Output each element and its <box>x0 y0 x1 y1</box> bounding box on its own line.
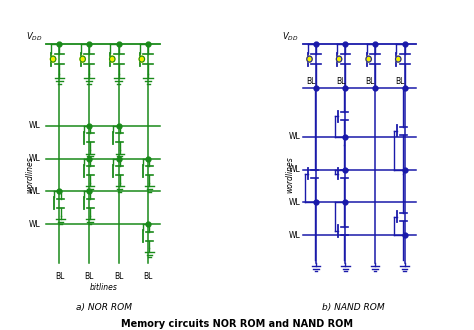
Text: bitlines: bitlines <box>90 283 118 292</box>
Text: WL: WL <box>288 231 300 240</box>
Text: Memory circuits NOR ROM and NAND ROM: Memory circuits NOR ROM and NAND ROM <box>121 318 353 329</box>
Text: wordlines: wordlines <box>26 157 35 193</box>
Text: BL: BL <box>55 272 64 281</box>
Text: WL: WL <box>28 121 40 130</box>
Text: BL: BL <box>395 77 404 86</box>
Circle shape <box>395 56 401 62</box>
Text: BL: BL <box>306 77 316 86</box>
Circle shape <box>307 56 312 62</box>
Text: WL: WL <box>28 154 40 163</box>
Circle shape <box>139 56 145 62</box>
Text: BL: BL <box>114 272 123 281</box>
Text: BL: BL <box>84 272 94 281</box>
Circle shape <box>366 56 371 62</box>
Text: BL: BL <box>336 77 345 86</box>
Circle shape <box>109 56 115 62</box>
Text: WL: WL <box>28 187 40 196</box>
Text: wordlines: wordlines <box>285 157 294 193</box>
Text: WL: WL <box>288 198 300 207</box>
Text: a) NOR ROM: a) NOR ROM <box>76 303 132 312</box>
Text: BL: BL <box>144 272 153 281</box>
Circle shape <box>50 56 56 62</box>
Text: b) NAND ROM: b) NAND ROM <box>321 303 384 312</box>
Text: WL: WL <box>288 132 300 141</box>
Text: WL: WL <box>28 220 40 229</box>
Text: BL: BL <box>365 77 375 86</box>
Text: $V_{DD}$: $V_{DD}$ <box>282 31 299 43</box>
Text: WL: WL <box>288 165 300 174</box>
Text: $V_{DD}$: $V_{DD}$ <box>26 31 42 43</box>
Circle shape <box>80 56 85 62</box>
Circle shape <box>337 56 342 62</box>
